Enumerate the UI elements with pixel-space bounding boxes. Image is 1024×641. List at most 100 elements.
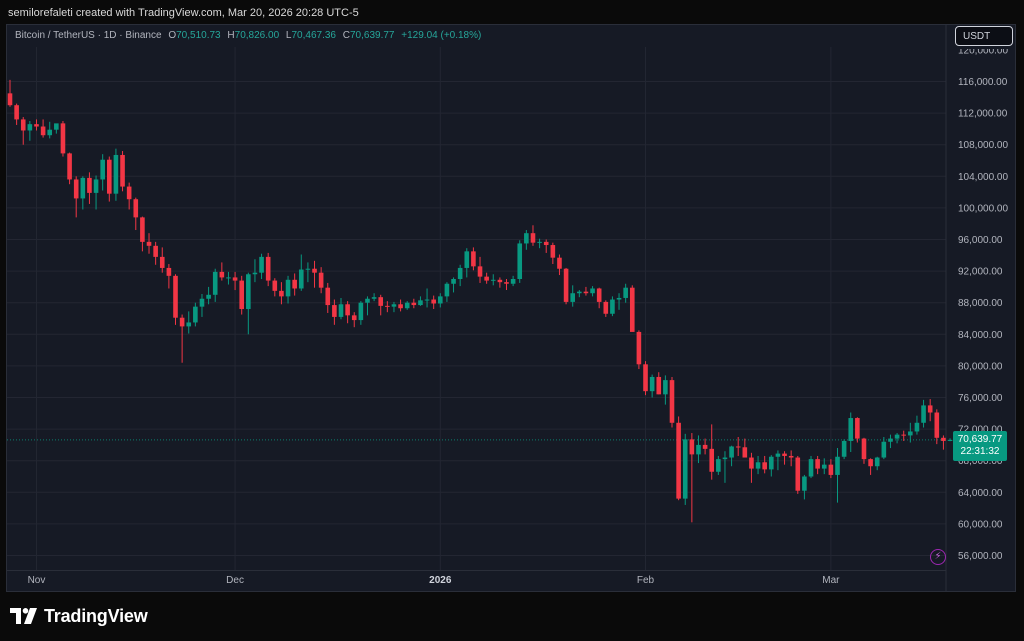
candle-body bbox=[239, 280, 244, 310]
open-value: 70,510.73 bbox=[176, 30, 221, 41]
candle-body bbox=[894, 434, 900, 439]
candle-body bbox=[418, 300, 423, 306]
candle-body bbox=[537, 241, 542, 243]
candle-body bbox=[543, 241, 549, 246]
candle-body bbox=[603, 301, 609, 314]
x-axis-label: Nov bbox=[28, 575, 46, 586]
candle-body bbox=[471, 251, 476, 267]
candle-body bbox=[828, 464, 834, 475]
candle-body bbox=[570, 293, 575, 302]
last-price-tag: 70,639.77 22:31:32 bbox=[953, 431, 1007, 461]
y-axis-tick-label: 76,000.00 bbox=[958, 393, 1003, 404]
candle-body bbox=[332, 305, 337, 317]
candle-body bbox=[93, 179, 99, 193]
candle-body bbox=[371, 297, 377, 299]
candle-body bbox=[629, 287, 635, 332]
candle-body bbox=[153, 245, 158, 257]
candle-body bbox=[941, 437, 946, 441]
candle-body bbox=[636, 331, 642, 365]
candle-body bbox=[643, 364, 648, 392]
bar-countdown: 22:31:32 bbox=[960, 446, 1000, 457]
candle-body bbox=[54, 123, 59, 130]
candle-body bbox=[113, 154, 119, 194]
candle-body bbox=[252, 272, 258, 275]
low-label: L bbox=[285, 30, 292, 41]
lightning-icon[interactable]: ⚡ bbox=[930, 549, 946, 565]
candle-body bbox=[947, 439, 953, 441]
candle-body bbox=[457, 267, 463, 279]
candle-body bbox=[888, 438, 893, 442]
candle-body bbox=[67, 153, 72, 180]
candle-body bbox=[27, 124, 33, 131]
candle-body bbox=[848, 418, 854, 441]
candle-body bbox=[769, 456, 774, 470]
candle-body bbox=[874, 457, 880, 467]
ohlc-legend: Bitcoin / TetherUS · 1D · Binance O70,51… bbox=[15, 30, 481, 41]
candle-body bbox=[100, 159, 105, 180]
candle-body bbox=[246, 274, 251, 310]
candle-body bbox=[484, 276, 489, 281]
currency-button[interactable]: USDT bbox=[955, 26, 1013, 46]
candle-body bbox=[272, 280, 278, 291]
candle-body bbox=[404, 302, 410, 309]
candle-body bbox=[676, 422, 681, 499]
y-axis-tick-label: 108,000.00 bbox=[958, 140, 1008, 151]
candle-body bbox=[219, 271, 225, 278]
y-axis-tick-label: 72,000.00 bbox=[958, 425, 1003, 436]
candle-body bbox=[689, 439, 695, 455]
top-bar: semilorefaleti created with TradingView.… bbox=[0, 0, 1024, 24]
candle-body bbox=[530, 233, 536, 243]
candle-body bbox=[782, 453, 787, 456]
candle-body bbox=[186, 322, 192, 327]
candle-body bbox=[682, 439, 688, 499]
candle-body bbox=[908, 431, 913, 436]
candle-body bbox=[557, 257, 562, 269]
candle-body bbox=[841, 440, 847, 457]
x-axis-label: Mar bbox=[822, 575, 840, 586]
candle-body bbox=[550, 245, 556, 258]
candle-body bbox=[802, 476, 807, 491]
last-price: 70,639.77 bbox=[957, 434, 1003, 445]
candle-body bbox=[762, 462, 767, 470]
x-axis-label: Feb bbox=[637, 575, 655, 586]
candle-body bbox=[140, 217, 145, 242]
candle-body bbox=[729, 446, 734, 458]
candle-body bbox=[795, 457, 801, 491]
candle-body bbox=[716, 459, 721, 472]
candle-body bbox=[40, 126, 46, 136]
candle-body bbox=[73, 179, 79, 199]
candle-body bbox=[120, 154, 125, 187]
candle-body bbox=[312, 268, 317, 273]
candle-body bbox=[199, 298, 205, 307]
low-value: 70,467.36 bbox=[291, 30, 336, 41]
candle-body bbox=[914, 422, 920, 432]
candle-body bbox=[510, 279, 516, 284]
candle-body bbox=[901, 434, 906, 436]
candle-body bbox=[881, 441, 887, 458]
candle-body bbox=[451, 279, 456, 284]
candle-body bbox=[663, 380, 668, 395]
candle-body bbox=[927, 405, 933, 413]
candle-body bbox=[34, 124, 39, 127]
candle-body bbox=[206, 294, 211, 299]
candle-body bbox=[7, 93, 13, 106]
candle-body bbox=[742, 447, 748, 458]
candle-body bbox=[279, 290, 284, 297]
candle-body bbox=[259, 256, 264, 273]
candle-body bbox=[868, 459, 873, 467]
y-axis-tick-label: 56,000.00 bbox=[958, 551, 1003, 562]
candle-body bbox=[583, 291, 589, 294]
candle-body bbox=[159, 256, 165, 268]
candle-body bbox=[232, 277, 238, 281]
candle-body bbox=[265, 256, 271, 281]
candle-body bbox=[517, 243, 523, 279]
y-axis-tick-label: 88,000.00 bbox=[958, 298, 1003, 309]
candle-body bbox=[815, 459, 820, 469]
candle-body bbox=[524, 233, 529, 244]
candle-body bbox=[735, 446, 741, 448]
candle-body bbox=[649, 376, 655, 392]
candle-body bbox=[226, 277, 231, 279]
candle-body bbox=[835, 456, 840, 475]
candle-body bbox=[577, 291, 582, 294]
